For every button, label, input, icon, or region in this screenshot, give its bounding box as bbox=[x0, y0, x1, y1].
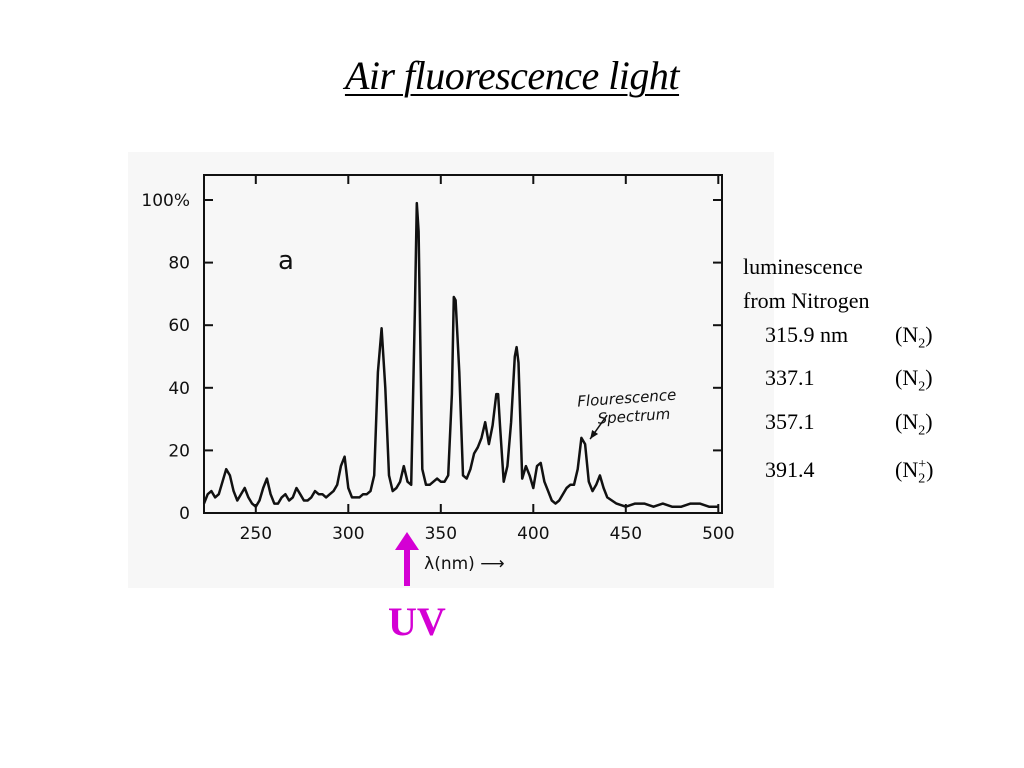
uv-label: UV bbox=[388, 599, 446, 644]
emission-wavelength: 315.9 nm bbox=[765, 322, 849, 347]
emission-heading-line2: from Nitrogen bbox=[743, 288, 870, 313]
y-tick-label: 60 bbox=[168, 316, 190, 336]
emission-line-row: 357.1 (N2) bbox=[743, 405, 933, 448]
x-tick-label: 250 bbox=[240, 524, 272, 544]
x-tick-label: 400 bbox=[517, 524, 549, 544]
plot-frame bbox=[203, 174, 723, 514]
y-tick-label: 100% bbox=[141, 191, 190, 211]
y-tick-label: 40 bbox=[168, 379, 190, 399]
nitrogen-emission-lines: luminescence from Nitrogen 315.9 nm (N2) 3… bbox=[743, 250, 933, 496]
emission-species: (N2+) bbox=[895, 456, 934, 486]
spectrum-line bbox=[202, 201, 719, 508]
y-tick-label: 20 bbox=[168, 441, 190, 461]
emission-species: (N2) bbox=[895, 408, 933, 439]
x-tick-label: 300 bbox=[332, 524, 364, 544]
emission-line-row: 315.9 nm (N2) bbox=[743, 318, 933, 361]
slide-title: Air fluorescence light bbox=[344, 53, 680, 98]
emission-wavelength: 391.4 bbox=[765, 456, 815, 482]
panel-label: a bbox=[278, 246, 294, 276]
y-tick-label: 80 bbox=[168, 254, 190, 274]
emission-species: (N2) bbox=[895, 365, 933, 395]
y-tick-label: 0 bbox=[179, 504, 190, 524]
emission-wavelength: 337.1 bbox=[765, 365, 815, 391]
annotation-text-line2: Spectrum bbox=[597, 405, 671, 428]
emission-species: (N2) bbox=[895, 322, 933, 352]
x-tick-label: 450 bbox=[610, 524, 642, 544]
x-axis-label: λ(nm) ⟶ bbox=[424, 554, 504, 574]
x-tick-label: 350 bbox=[425, 524, 457, 544]
emission-wavelength: 357.1 bbox=[765, 408, 815, 434]
chart-background bbox=[128, 152, 774, 588]
emission-line-row: 391.4 (N2+) bbox=[743, 448, 933, 496]
emission-heading-line1: luminescence bbox=[743, 254, 863, 279]
tick-labels: 0 20 40 60 80 100% 250 300 350 400 450 500 bbox=[141, 191, 734, 544]
annotation-arrowhead bbox=[590, 430, 599, 440]
uv-arrow-icon bbox=[395, 532, 419, 586]
emission-line-row: 337.1 (N2) bbox=[743, 361, 933, 404]
x-tick-label: 500 bbox=[702, 524, 734, 544]
